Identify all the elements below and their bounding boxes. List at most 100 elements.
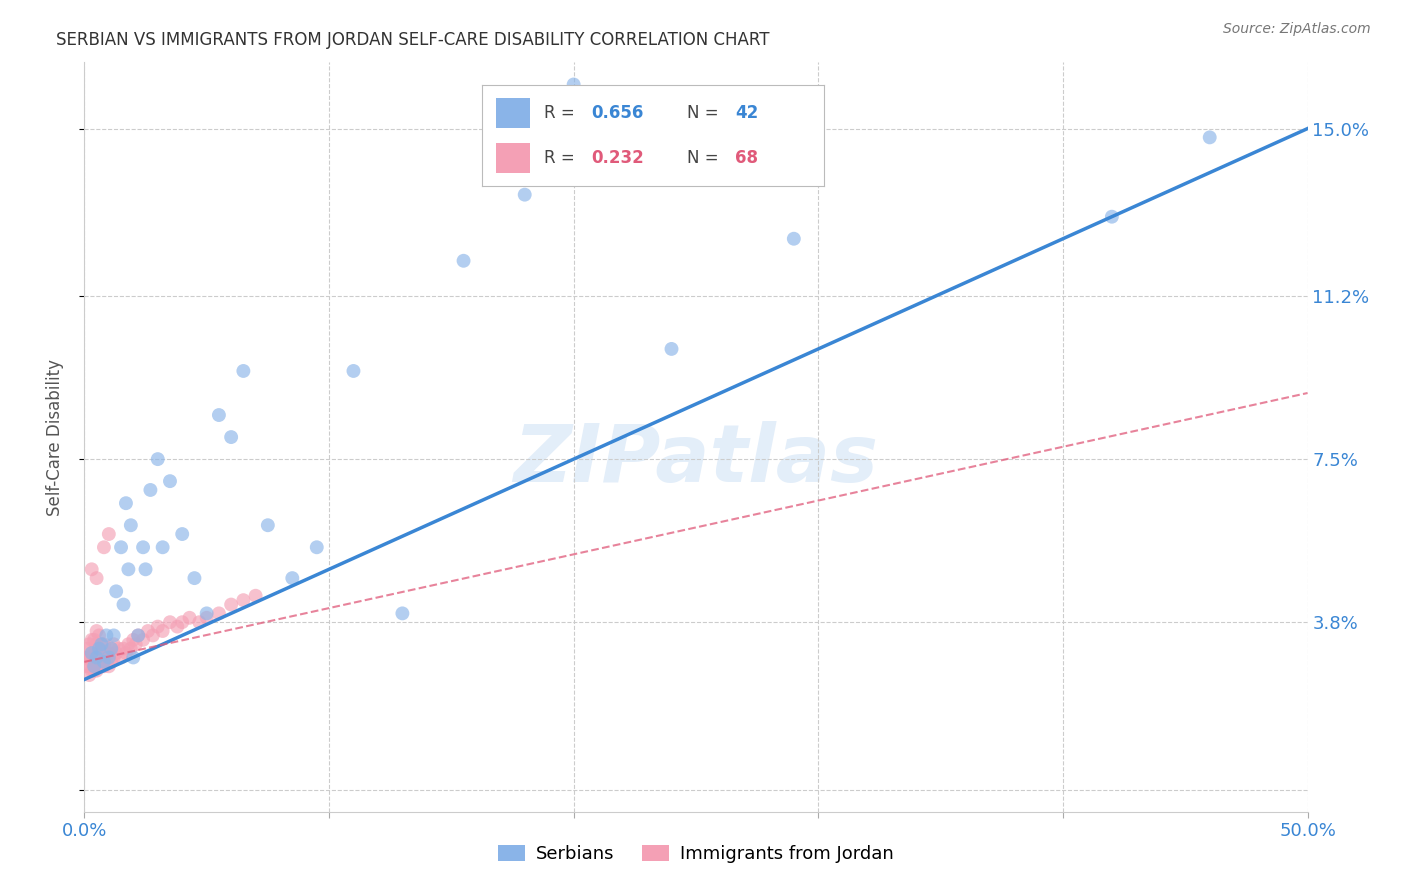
Point bbox=[183, 571, 205, 585]
Point bbox=[86, 646, 108, 660]
Point bbox=[93, 659, 115, 673]
Point bbox=[195, 607, 218, 621]
Point bbox=[142, 628, 165, 642]
Point bbox=[219, 598, 242, 612]
Point bbox=[87, 659, 110, 673]
Point bbox=[562, 78, 585, 92]
Point bbox=[90, 659, 112, 673]
Point bbox=[80, 655, 103, 669]
Point bbox=[83, 646, 105, 660]
Point bbox=[195, 611, 218, 625]
Point bbox=[117, 637, 139, 651]
Point bbox=[80, 646, 103, 660]
Point bbox=[103, 650, 125, 665]
Point bbox=[87, 628, 110, 642]
Point bbox=[86, 637, 108, 651]
Point bbox=[172, 615, 194, 630]
Point bbox=[1101, 210, 1123, 224]
Point bbox=[661, 342, 683, 356]
Point bbox=[120, 518, 142, 533]
Point bbox=[86, 624, 108, 638]
Text: Source: ZipAtlas.com: Source: ZipAtlas.com bbox=[1223, 22, 1371, 37]
Point bbox=[73, 650, 96, 665]
Point bbox=[96, 646, 118, 660]
Point bbox=[86, 655, 108, 669]
Point bbox=[127, 628, 149, 642]
Point bbox=[110, 541, 132, 555]
Point bbox=[172, 527, 194, 541]
Point bbox=[132, 541, 155, 555]
Point bbox=[136, 624, 159, 638]
Point bbox=[245, 589, 267, 603]
Point bbox=[96, 628, 118, 642]
Point bbox=[100, 655, 122, 669]
Legend: Serbians, Immigrants from Jordan: Serbians, Immigrants from Jordan bbox=[491, 838, 901, 870]
Point bbox=[1198, 130, 1220, 145]
Point bbox=[115, 496, 138, 510]
Point bbox=[100, 641, 122, 656]
Point bbox=[342, 364, 364, 378]
Point bbox=[97, 650, 120, 665]
Point bbox=[86, 571, 108, 585]
Point bbox=[208, 408, 231, 422]
Point bbox=[219, 430, 242, 444]
Point bbox=[305, 541, 328, 555]
Point bbox=[232, 593, 254, 607]
Point bbox=[115, 646, 138, 660]
Point bbox=[110, 650, 132, 665]
Point bbox=[90, 650, 112, 665]
Point bbox=[86, 664, 108, 678]
Point bbox=[76, 650, 98, 665]
Point bbox=[83, 632, 105, 647]
Point bbox=[97, 659, 120, 673]
Point bbox=[96, 655, 118, 669]
Point bbox=[152, 541, 174, 555]
Point bbox=[112, 598, 135, 612]
Point bbox=[453, 253, 475, 268]
Point bbox=[166, 619, 188, 633]
Y-axis label: Self-Care Disability: Self-Care Disability bbox=[45, 359, 63, 516]
Text: SERBIAN VS IMMIGRANTS FROM JORDAN SELF-CARE DISABILITY CORRELATION CHART: SERBIAN VS IMMIGRANTS FROM JORDAN SELF-C… bbox=[56, 31, 769, 49]
Point bbox=[188, 615, 211, 630]
Point bbox=[103, 628, 125, 642]
Point bbox=[125, 637, 148, 651]
Point bbox=[146, 619, 169, 633]
Point bbox=[80, 664, 103, 678]
Point bbox=[122, 632, 145, 647]
Point bbox=[103, 637, 125, 651]
Point bbox=[83, 655, 105, 669]
Point bbox=[159, 474, 181, 488]
Point bbox=[77, 637, 100, 651]
Point bbox=[127, 628, 149, 642]
Point bbox=[76, 641, 98, 656]
Point bbox=[87, 650, 110, 665]
Point bbox=[105, 646, 128, 660]
Point bbox=[232, 364, 254, 378]
Point bbox=[83, 659, 105, 673]
Point bbox=[281, 571, 304, 585]
Point bbox=[112, 641, 135, 656]
Point bbox=[77, 650, 100, 665]
Point bbox=[77, 659, 100, 673]
Point bbox=[77, 668, 100, 682]
Point bbox=[120, 641, 142, 656]
Point bbox=[86, 650, 108, 665]
Point bbox=[146, 452, 169, 467]
Point bbox=[117, 562, 139, 576]
Point bbox=[122, 650, 145, 665]
Point bbox=[93, 655, 115, 669]
Point bbox=[93, 541, 115, 555]
Point bbox=[90, 637, 112, 651]
Point bbox=[152, 624, 174, 638]
Point bbox=[97, 646, 120, 660]
Point bbox=[132, 632, 155, 647]
Point bbox=[257, 518, 280, 533]
Point bbox=[87, 641, 110, 656]
Point bbox=[76, 659, 98, 673]
Point bbox=[80, 562, 103, 576]
Point bbox=[107, 641, 129, 656]
Point bbox=[80, 646, 103, 660]
Point bbox=[139, 483, 162, 497]
Point bbox=[93, 650, 115, 665]
Point bbox=[90, 637, 112, 651]
